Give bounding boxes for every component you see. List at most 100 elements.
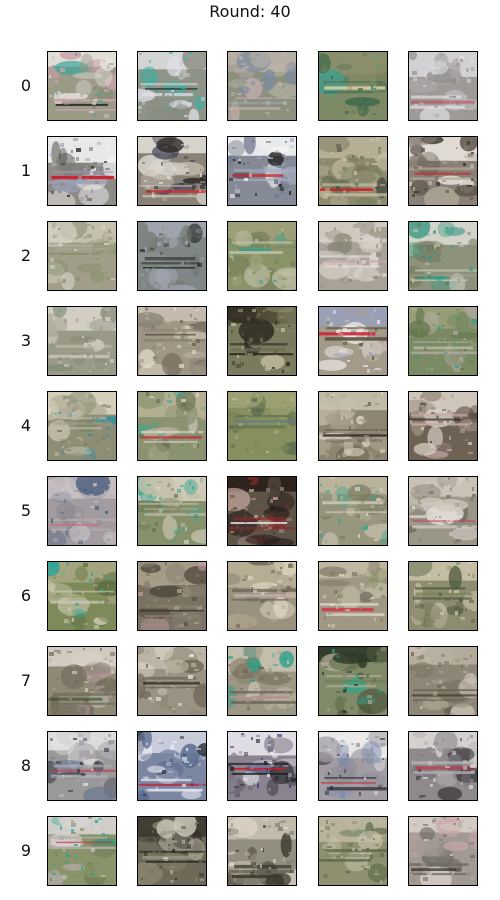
sample-image xyxy=(47,816,117,886)
generated-sample xyxy=(138,392,206,460)
row-label: 7 xyxy=(20,671,32,690)
generated-sample xyxy=(138,817,206,885)
sample-image xyxy=(227,306,297,376)
sample-image xyxy=(408,306,478,376)
generated-sample xyxy=(228,392,296,460)
generated-sample xyxy=(319,817,387,885)
sample-image xyxy=(47,51,117,121)
sample-image xyxy=(137,816,207,886)
generated-sample xyxy=(48,732,116,800)
sample-image xyxy=(137,221,207,291)
generated-sample xyxy=(409,732,477,800)
sample-image xyxy=(47,306,117,376)
row-label: 2 xyxy=(20,246,32,265)
generated-sample xyxy=(228,222,296,290)
sample-image xyxy=(318,816,388,886)
generated-sample xyxy=(138,647,206,715)
sample-image xyxy=(137,646,207,716)
generated-sample xyxy=(138,52,206,120)
sample-image xyxy=(227,136,297,206)
generated-sample xyxy=(138,732,206,800)
generated-sample xyxy=(48,52,116,120)
generated-sample xyxy=(319,732,387,800)
sample-image xyxy=(318,221,388,291)
sample-image xyxy=(318,731,388,801)
generated-sample xyxy=(409,392,477,460)
sample-image xyxy=(137,731,207,801)
sample-image xyxy=(227,646,297,716)
generated-sample xyxy=(409,562,477,630)
round-title: Round: 40 xyxy=(209,2,291,21)
generated-sample xyxy=(228,137,296,205)
sample-image xyxy=(137,391,207,461)
generated-sample xyxy=(228,562,296,630)
sample-image xyxy=(408,816,478,886)
generated-sample xyxy=(48,562,116,630)
generated-sample xyxy=(48,307,116,375)
generated-sample xyxy=(138,562,206,630)
sample-image xyxy=(227,51,297,121)
generated-sample xyxy=(48,222,116,290)
generated-sample xyxy=(228,477,296,545)
generated-sample xyxy=(319,392,387,460)
generated-sample xyxy=(319,477,387,545)
generated-sample xyxy=(409,137,477,205)
sample-image xyxy=(137,51,207,121)
generated-sample xyxy=(319,137,387,205)
generated-sample xyxy=(48,647,116,715)
sample-image xyxy=(137,306,207,376)
generated-sample xyxy=(228,817,296,885)
sample-image xyxy=(137,561,207,631)
generated-sample xyxy=(48,477,116,545)
generated-sample xyxy=(138,137,206,205)
sample-image xyxy=(47,646,117,716)
row-label: 0 xyxy=(20,76,32,95)
generated-sample xyxy=(409,817,477,885)
sample-image xyxy=(408,646,478,716)
sample-image xyxy=(408,221,478,291)
row-label: 1 xyxy=(20,161,32,180)
generated-sample xyxy=(409,52,477,120)
generated-sample xyxy=(319,562,387,630)
generated-sample xyxy=(228,732,296,800)
sample-image xyxy=(227,391,297,461)
generated-sample xyxy=(48,392,116,460)
generated-sample xyxy=(319,222,387,290)
sample-image xyxy=(47,221,117,291)
sample-image xyxy=(318,646,388,716)
generated-sample xyxy=(319,647,387,715)
generated-sample xyxy=(319,52,387,120)
sample-image xyxy=(137,476,207,546)
sample-image xyxy=(318,391,388,461)
sample-image xyxy=(408,391,478,461)
generated-sample xyxy=(48,137,116,205)
sample-image xyxy=(47,391,117,461)
row-label: 3 xyxy=(20,331,32,350)
generated-sample xyxy=(138,222,206,290)
sample-image xyxy=(227,221,297,291)
sample-image xyxy=(318,476,388,546)
generated-sample xyxy=(138,477,206,545)
sample-image xyxy=(408,51,478,121)
generated-sample xyxy=(228,307,296,375)
sample-image xyxy=(408,731,478,801)
generated-sample xyxy=(228,52,296,120)
sample-image xyxy=(318,306,388,376)
generated-sample xyxy=(228,647,296,715)
sample-image xyxy=(47,476,117,546)
sample-image xyxy=(318,51,388,121)
sample-image xyxy=(47,136,117,206)
sample-image xyxy=(227,816,297,886)
sample-image xyxy=(227,476,297,546)
generated-sample xyxy=(409,477,477,545)
row-label: 9 xyxy=(20,841,32,860)
generated-sample xyxy=(319,307,387,375)
generated-sample xyxy=(48,817,116,885)
row-label: 5 xyxy=(20,501,32,520)
sample-image xyxy=(408,476,478,546)
sample-image xyxy=(318,561,388,631)
sample-image xyxy=(137,136,207,206)
generated-sample xyxy=(409,307,477,375)
generated-sample xyxy=(409,222,477,290)
sample-image xyxy=(227,561,297,631)
